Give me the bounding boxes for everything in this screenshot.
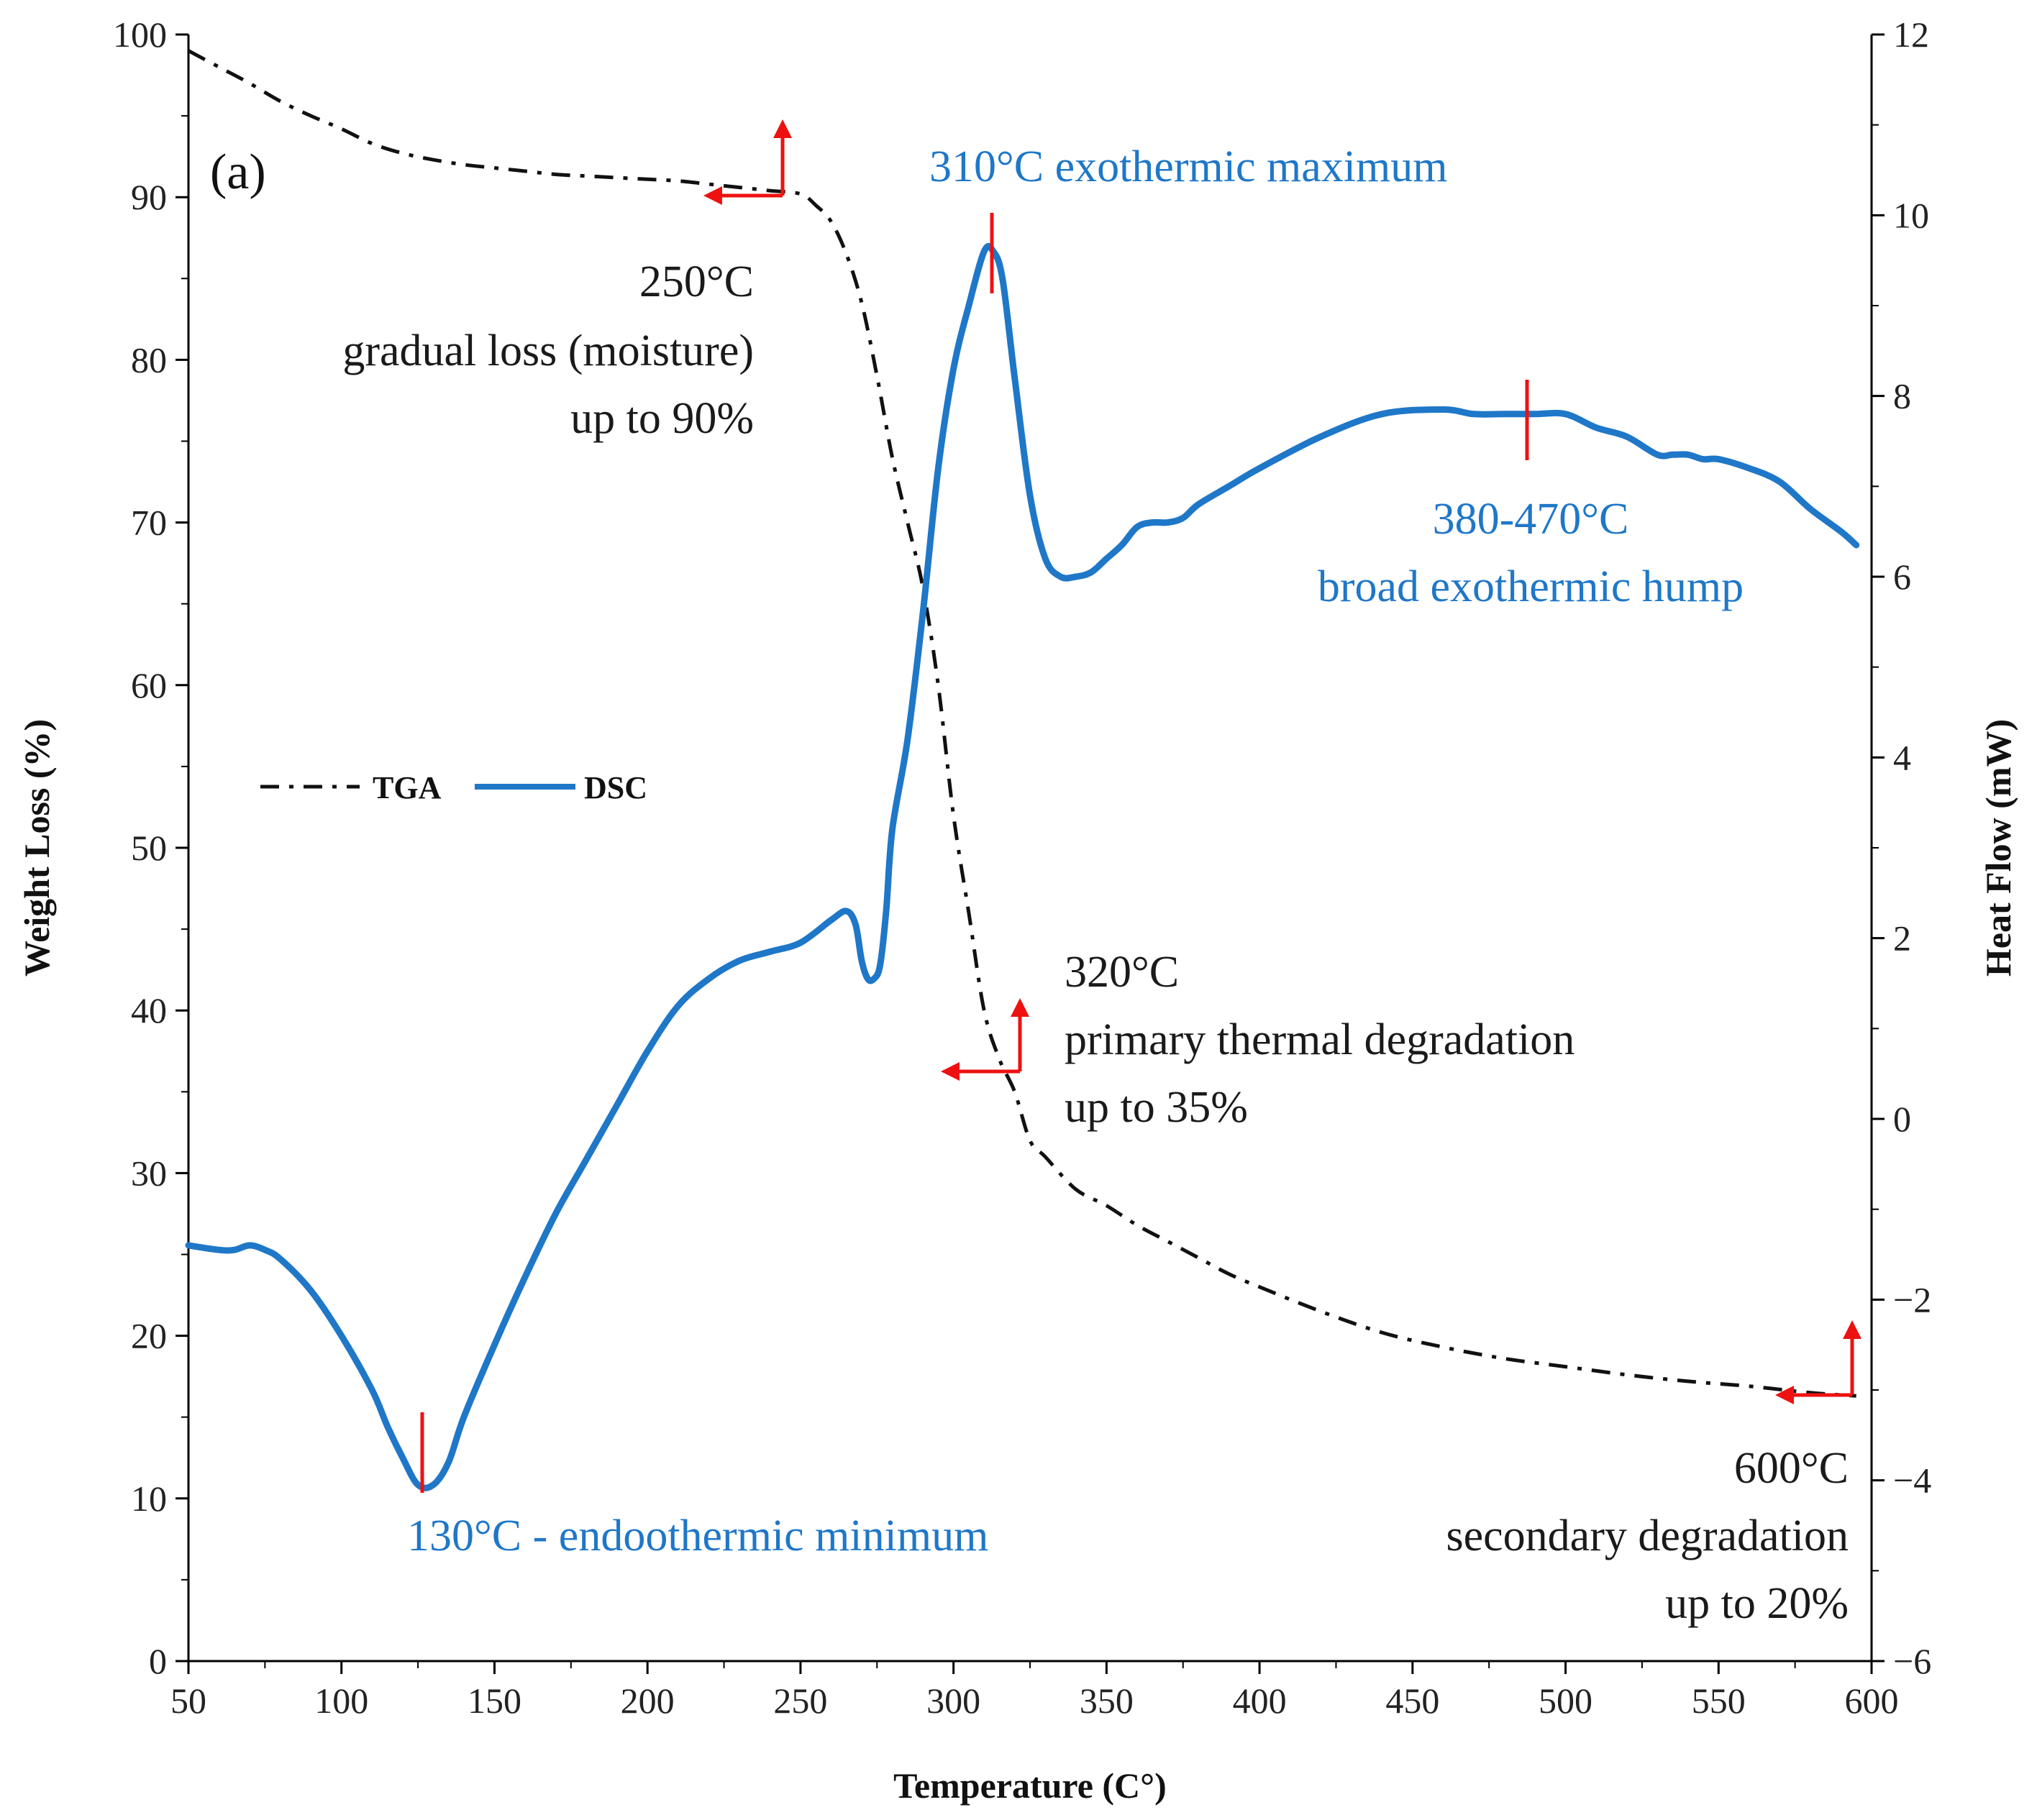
tga-600-line3: up to 20%: [1665, 1579, 1849, 1628]
tga-250-line2: gradual loss (moisture): [342, 326, 754, 375]
left-y-tick-label: 70: [131, 503, 167, 543]
left-y-tick-label: 90: [131, 177, 167, 217]
tga-600-line1: 600°C: [1734, 1444, 1849, 1493]
tga-320-line1: 320°C: [1065, 948, 1179, 997]
right-y-tick-label: −4: [1893, 1460, 1931, 1501]
x-tick-label: 100: [314, 1680, 368, 1721]
x-tick-label: 400: [1233, 1680, 1287, 1721]
x-tick-label: 450: [1385, 1680, 1439, 1721]
x-tick-label: 550: [1692, 1680, 1746, 1721]
left-y-tick-label: 20: [131, 1316, 167, 1356]
dsc-380-line2: broad exothermic hump: [1318, 562, 1744, 611]
left-y-tick-label: 10: [131, 1478, 167, 1519]
tga-320-line2: primary thermal degradation: [1065, 1015, 1575, 1064]
right-y-tick-label: −6: [1893, 1641, 1931, 1681]
x-tick-label: 150: [468, 1680, 521, 1721]
left-y-tick-label: 30: [131, 1153, 167, 1193]
right-y-tick-label: 6: [1893, 557, 1911, 597]
dsc-380-line1: 380-470°C: [1433, 495, 1629, 544]
right-y-tick-label: 12: [1893, 14, 1929, 55]
x-tick-label: 200: [621, 1680, 675, 1721]
tga-250-line3: up to 90%: [570, 394, 754, 443]
dsc-130-label: 130°C - endoothermic minimum: [407, 1512, 988, 1560]
dsc-310-label: 310°C exothermic maximum: [929, 142, 1447, 191]
tga-600-line2: secondary degradation: [1446, 1512, 1849, 1560]
x-tick-label: 300: [926, 1680, 980, 1721]
right-y-tick-label: 2: [1893, 918, 1911, 959]
x-axis-title: Temperature (C°): [893, 1765, 1167, 1806]
x-tick-label: 500: [1539, 1680, 1592, 1721]
left-y-tick-label: 0: [149, 1641, 167, 1681]
x-tick-label: 50: [170, 1680, 206, 1721]
right-y-tick-label: −2: [1893, 1279, 1931, 1320]
left-y-tick-label: 100: [113, 14, 167, 55]
left-y-tick-label: 50: [131, 828, 167, 868]
panel-label: (a): [210, 145, 266, 200]
left-y-axis-title: Weight Loss (%): [17, 719, 57, 977]
right-y-tick-label: 0: [1893, 1099, 1911, 1139]
legend-dsc-label: DSC: [584, 770, 647, 805]
left-y-tick-label: 40: [131, 990, 167, 1030]
x-tick-label: 600: [1845, 1680, 1899, 1721]
legend-tga-label: TGA: [373, 770, 442, 805]
x-tick-label: 350: [1080, 1680, 1134, 1721]
tga-dsc-chart: 50 100 150 200 250 300 350 400 450 500 550 60001020…: [0, 0, 2037, 1820]
right-y-tick-label: 10: [1893, 195, 1929, 235]
tga-250-line1: 250°C: [639, 257, 754, 306]
x-tick-label: 250: [773, 1680, 827, 1721]
left-y-tick-label: 60: [131, 665, 167, 705]
left-y-tick-label: 80: [131, 339, 167, 380]
right-y-tick-label: 4: [1893, 737, 1911, 777]
tga-320-line3: up to 35%: [1065, 1083, 1248, 1132]
right-y-axis-title: Heat Flow (mW): [1978, 719, 2018, 977]
right-y-tick-label: 8: [1893, 376, 1911, 416]
